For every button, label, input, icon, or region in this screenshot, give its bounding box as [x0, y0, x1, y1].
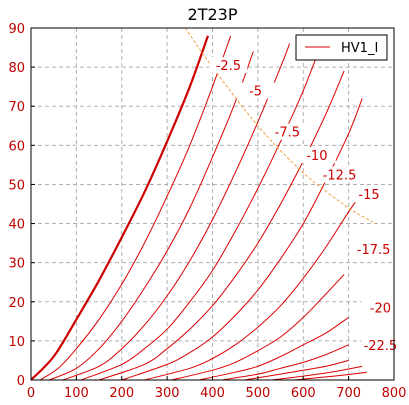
legend: HV1_I	[295, 34, 388, 61]
y-tick-label: 30	[8, 257, 25, 272]
curve-label: -10	[306, 149, 327, 164]
axis-ticks: 0 100 200 300 400 500 600 700 800 0 10 20 30 40 50 60 70…	[8, 22, 406, 401]
curve-grid--2.5	[39, 35, 232, 380]
curve-label-bg	[354, 240, 393, 257]
curve-label: -22.5	[364, 339, 398, 354]
curve-label-bg	[236, 82, 275, 99]
curve-label: -7.5	[275, 126, 300, 141]
x-tick-label: 400	[200, 386, 225, 401]
series-curves	[31, 35, 367, 380]
curve-label: -12.5	[323, 169, 357, 184]
x-tick-label: 0	[27, 386, 35, 401]
curve-grid--12.5	[98, 70, 345, 380]
curve-grid--27.5	[244, 359, 349, 380]
curve-label: -17.5	[357, 243, 391, 258]
curve-grid--22.5	[198, 316, 349, 380]
curve-label-bg	[361, 336, 400, 353]
curve-grid--32.5	[294, 371, 367, 380]
x-tick-label: 100	[64, 386, 89, 401]
curve-grid--7.5	[62, 43, 291, 380]
y-tick-label: 60	[8, 139, 25, 154]
curve-grid--30	[271, 365, 363, 380]
y-tick-label: 50	[8, 178, 25, 193]
curve-grid--20	[171, 274, 345, 380]
curve-grid--25	[221, 344, 349, 380]
y-tick-label: 40	[8, 218, 25, 233]
curve-labels: -2.5 -5 -7.5 -10 -12.5-15 -17.5 -20 -22.5	[209, 57, 400, 354]
curve-label-bg	[320, 166, 359, 183]
x-tick-label: 200	[109, 386, 134, 401]
curve-grid--17.5	[144, 192, 363, 380]
curve-label-bg	[350, 186, 389, 203]
y-tick-label: 90	[8, 22, 25, 37]
curve-label-bg	[361, 299, 400, 316]
curve-grid--10	[80, 43, 322, 380]
x-tick-label: 800	[382, 386, 407, 401]
y-tick-label: 10	[8, 335, 25, 350]
curve-label-bg	[297, 147, 336, 164]
curve-label-bg	[209, 57, 248, 74]
curve-label: -15	[358, 188, 379, 203]
x-tick-label: 700	[336, 386, 361, 401]
curve-label: -5	[249, 85, 262, 100]
curve-label: -20	[370, 302, 391, 317]
x-tick-label: 600	[291, 386, 316, 401]
curve-grid--5	[48, 51, 254, 380]
curve-grid-0	[31, 35, 210, 380]
y-tick-label: 70	[8, 100, 25, 115]
x-tick-label: 500	[245, 386, 270, 401]
x-tick-label: 300	[155, 386, 180, 401]
y-tick-label: 0	[17, 374, 25, 389]
y-tick-label: 80	[8, 61, 25, 76]
curve-label-bg	[268, 123, 307, 140]
chart-title: 2T23P	[188, 5, 238, 24]
curve-label: -2.5	[216, 59, 241, 74]
legend-label: HV1_I	[341, 41, 378, 56]
y-tick-label: 20	[8, 296, 25, 311]
